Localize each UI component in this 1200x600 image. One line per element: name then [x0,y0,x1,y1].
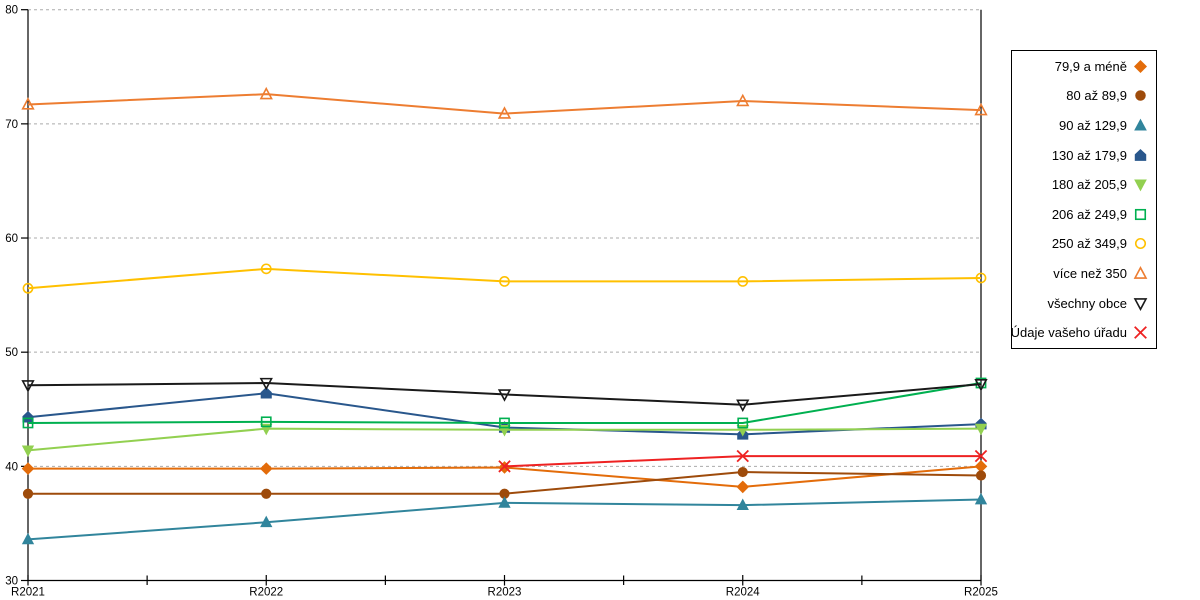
series-3-point-pentagon-icon [260,386,272,399]
legend-label: Údaje vašeho úřadu [1010,325,1127,341]
series-1-point-circle-icon [737,466,748,478]
legend-marker [1133,297,1148,311]
series-2-point-triangle-up-icon [736,498,749,511]
series-6-point-circle-icon [260,263,272,275]
legend-label: 250 až 349,9 [1051,236,1127,252]
legend-x-icon [1134,326,1147,340]
legend-item-1: 80 až 89,9 [1012,81,1156,110]
y-axis-tick-label: 80 [5,5,18,17]
legend-triangle-down-icon [1133,297,1148,311]
series-5-point-square-icon [260,416,272,428]
legend-marker [1135,90,1146,102]
series-6-point-circle-icon [737,276,749,287]
series-4-point-triangle-down-icon [21,445,35,458]
y-axis-tick-label: 70 [5,119,18,131]
y-axis-tick-label: 40 [5,461,18,473]
series-5-point-square-icon [499,417,510,429]
series-2-point-triangle-up-icon [21,532,35,545]
series-6-point-circle-icon [975,272,987,284]
legend-item-6: 250 až 349,9 [1012,229,1156,258]
series-3-point-pentagon-icon [22,410,34,423]
series-9-point-x-icon [736,449,749,463]
legend-item-8: všechny obce [1012,289,1156,318]
legend-item-0: 79,9 a méně [1012,52,1156,81]
legend-label: 80 až 89,9 [1066,88,1127,104]
series-6-point-circle-icon [499,276,510,287]
legend-marker [1134,326,1147,340]
series-2-point-triangle-up-icon [974,492,988,505]
series-5-point-square-icon [737,417,749,429]
series-5-point-square-icon [22,417,34,429]
legend-label: 90 až 129,9 [1059,117,1127,133]
y-axis-tick-label: 60 [5,233,18,245]
chart-legend: 79,9 a méně 80 až 89,9 90 až 129,9 130 až 1… [1011,50,1157,349]
legend-item-3: 130 až 179,9 [1012,141,1156,170]
legend-marker [1134,238,1147,250]
series-7-point-triangle-up-icon [21,97,35,110]
legend-square-icon [1134,208,1147,220]
legend-label: 79,9 a méně [1054,58,1127,74]
series-line-9 [504,455,981,468]
series-9-point-x-icon [498,460,511,473]
series-0-point-diamond-icon [21,462,35,475]
series-2-point-triangle-up-icon [260,515,273,528]
legend-marker [1133,59,1148,73]
series-8-point-triangle-down-icon [259,377,273,391]
series-1-point-circle-icon [261,488,272,499]
legend-label: všechny obce [1047,295,1128,311]
series-line-5 [27,382,982,424]
legend-marker [1134,179,1147,192]
series-8-point-triangle-down-icon [974,378,988,392]
series-8-point-triangle-down-icon [497,389,512,402]
legend-item-2: 90 až 129,9 [1012,111,1156,140]
legend-marker [1134,208,1147,220]
series-5-point-square-icon [975,377,987,389]
x-axis-tick-label: R2022 [249,587,283,599]
legend-item-4: 180 až 205,9 [1012,170,1156,199]
series-9-point-x-icon [974,449,988,463]
series-7-point-triangle-up-icon [259,86,273,100]
legend-label: 180 až 205,9 [1051,177,1127,193]
series-0-point-diamond-icon [736,480,750,494]
legend-triangle-up-icon [1133,266,1148,279]
legend-label: 130 až 179,9 [1051,147,1127,163]
series-8-point-triangle-down-icon [21,380,35,393]
legend-label: 206 až 249,9 [1051,206,1127,222]
series-line-7 [27,93,982,115]
x-axis-tick-label: R2021 [11,587,45,599]
series-line-8 [27,382,982,406]
series-7-point-triangle-up-icon [497,106,512,119]
legend-label: více než 350 [1053,266,1127,281]
x-axis-tick-label: R2024 [726,587,760,599]
y-axis-tick-label: 30 [5,576,18,588]
legend-triangle-down-icon [1134,179,1147,192]
series-6-point-circle-icon [22,282,34,294]
legend-marker [1134,118,1147,131]
legend-marker [1134,148,1147,161]
x-axis-tick-label: R2025 [964,587,998,599]
legend-item-5: 206 až 249,9 [1012,200,1156,229]
series-4-point-triangle-down-icon [974,423,988,436]
legend-circle-icon [1135,90,1146,102]
series-8-point-triangle-down-icon [736,399,750,412]
legend-pentagon-icon [1134,148,1147,161]
series-line-6 [27,267,982,290]
series-2-point-triangle-up-icon [498,496,511,508]
legend-marker [1133,266,1148,279]
x-axis-tick-label: R2023 [488,587,522,599]
series-0-point-diamond-icon [974,460,988,473]
legend-diamond-icon [1133,59,1148,73]
y-axis-tick-label: 50 [5,347,18,359]
series-7-point-triangle-up-icon [736,93,750,107]
legend-item-9: Údaje vašeho úřadu [1010,318,1156,347]
series-0-point-diamond-icon [259,462,273,475]
series-7-point-triangle-up-icon [974,102,988,116]
legend-item-7: více než 350 [1012,259,1156,288]
series-1-point-circle-icon [22,488,34,499]
series-1-point-circle-icon [975,470,987,481]
legend-circle-icon [1134,238,1147,250]
legend-triangle-up-icon [1134,118,1147,131]
